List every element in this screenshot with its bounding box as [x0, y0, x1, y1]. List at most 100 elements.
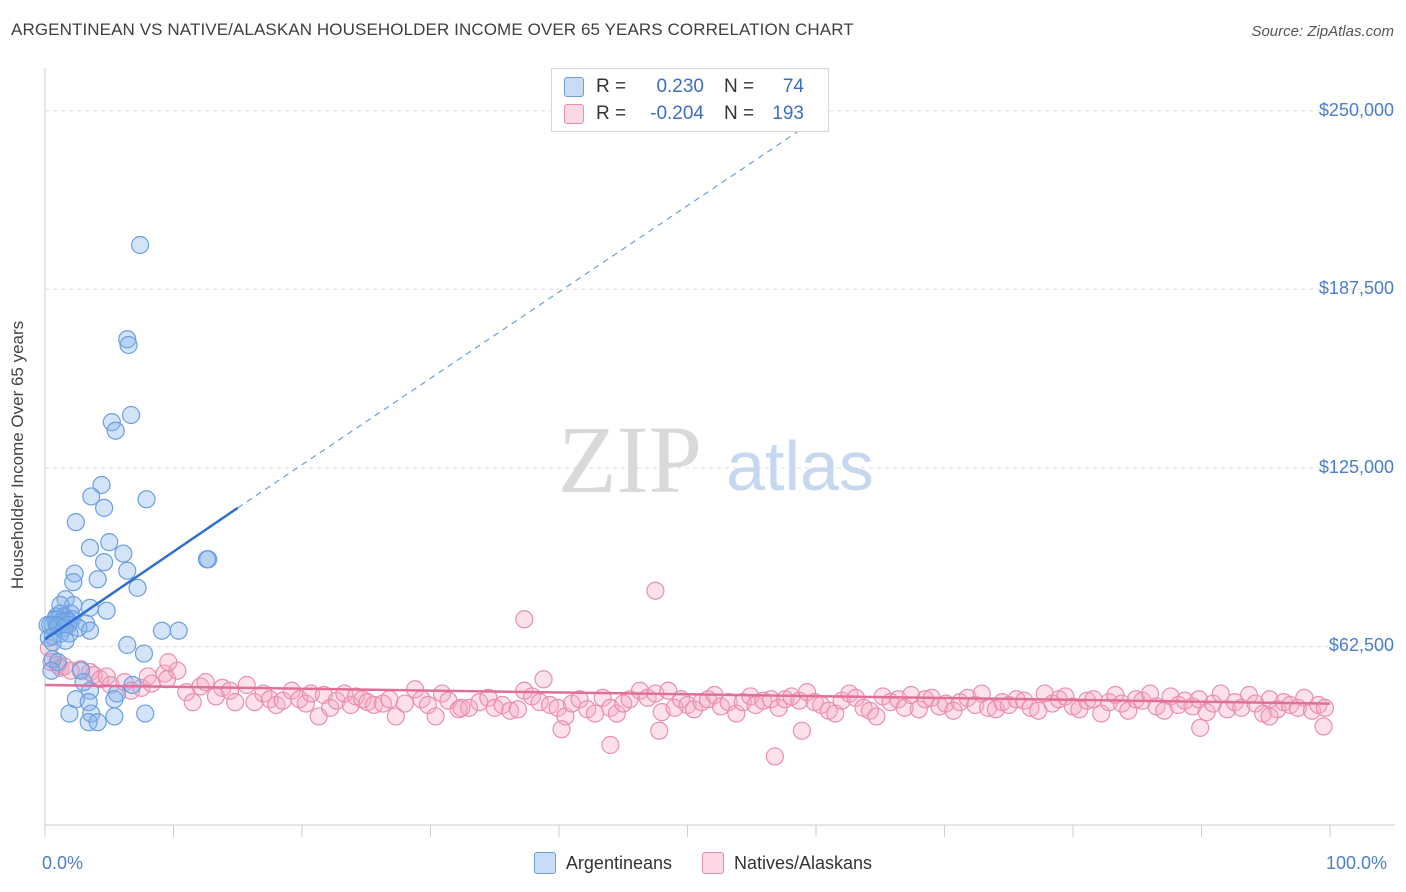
argentinean-point [137, 490, 156, 509]
native-point [501, 701, 520, 720]
r-value-pink: -0.204 [650, 103, 704, 124]
native-point [1314, 717, 1333, 736]
native-point [552, 720, 571, 739]
watermark-zip: ZIP [558, 406, 702, 513]
native-point [684, 700, 704, 719]
argentinean-point [114, 544, 133, 563]
argentinean-point [95, 553, 114, 572]
native-point [508, 700, 527, 719]
blue-swatch [564, 77, 584, 97]
argentinean-point [88, 570, 107, 589]
legend-swatch-pink [702, 852, 724, 874]
argentinean-point [128, 578, 147, 597]
stats-row-argentineans: R = 0.230 N = 74 [564, 74, 804, 100]
argentinean-point [88, 713, 107, 732]
y-tick-label: $62,500 [1328, 635, 1394, 656]
stats-row-natives: R = -0.204 N = 193 [564, 101, 804, 127]
argentinean-point [43, 633, 62, 652]
native-point [630, 681, 650, 700]
native-point [570, 690, 589, 709]
trend-lines [44, 110, 1331, 705]
argentinean-point [152, 621, 172, 640]
x-tick-max: 100.0% [1326, 853, 1388, 873]
argentinean-point [169, 621, 188, 640]
bottom-legend: Argentineans Natives/Alaskans [0, 852, 1406, 874]
argentinean-point [106, 421, 125, 440]
y-tick-label: $187,500 [1318, 278, 1394, 299]
r-label: R = [596, 76, 627, 97]
gridlines [45, 110, 1395, 647]
argentinean-point [66, 513, 85, 532]
native-point [452, 698, 471, 717]
native-point [327, 691, 346, 710]
argentinean-point [92, 475, 111, 495]
argentinean-point [71, 661, 91, 680]
argentinean-point [80, 621, 100, 640]
native-point [601, 735, 620, 755]
argentinean-point [130, 235, 150, 255]
native-point [534, 670, 553, 689]
native-point [459, 698, 479, 717]
native-point [607, 704, 626, 723]
n-value-blue: 74 [782, 76, 804, 97]
argentinean-point [136, 704, 155, 723]
native-point [792, 721, 811, 740]
argentinean-point [134, 644, 154, 663]
native-point [321, 698, 340, 717]
argentinean-point [100, 533, 119, 552]
r-label: R = [596, 103, 627, 124]
argentinean-point [80, 538, 100, 557]
native-point [386, 707, 405, 726]
argentineans-trend-line [44, 506, 239, 641]
argentinean-point [197, 550, 217, 569]
native-point [159, 653, 178, 672]
r-value-blue: 0.230 [656, 76, 704, 97]
argentinean-point [105, 690, 124, 709]
argentineans-points [38, 235, 218, 732]
native-point [296, 694, 315, 713]
native-point [395, 694, 414, 713]
x-tick-min: 0.0% [42, 853, 84, 873]
native-point [901, 685, 921, 705]
n-label: N = [724, 76, 755, 97]
native-point [380, 690, 399, 709]
native-point [237, 675, 256, 695]
argentinean-point [102, 413, 121, 432]
legend-item-natives: Natives/Alaskans [702, 852, 872, 874]
argentinean-point [42, 661, 61, 680]
source-label: Source: ZipAtlas.com [1251, 23, 1394, 40]
pink-swatch [564, 104, 584, 124]
argentinean-point [105, 707, 124, 726]
native-point [1015, 691, 1034, 710]
native-point [727, 704, 746, 723]
native-point [867, 707, 886, 726]
argentinean-point [118, 561, 137, 580]
native-point [650, 721, 669, 740]
y-axis-label: Householder Income Over 65 years [8, 320, 27, 590]
native-point [1260, 707, 1279, 726]
natives-trend-line [44, 683, 1331, 705]
native-point [765, 747, 784, 766]
native-point [183, 693, 202, 712]
native-point [909, 700, 928, 719]
n-value-pink: 193 [772, 103, 804, 124]
stats-legend: R = 0.230 N = 74 R = -0.204 N = 193 [551, 68, 829, 132]
native-point [585, 704, 605, 723]
legend-swatch-blue [533, 852, 556, 874]
native-point [432, 684, 452, 703]
y-tick-label: $125,000 [1318, 456, 1394, 477]
argentinean-point [82, 487, 101, 506]
legend-item-argentineans: Argentineans [533, 852, 672, 874]
argentinean-point [97, 601, 116, 620]
argentinean-point [79, 693, 98, 712]
argentinean-point [121, 405, 141, 425]
native-point [646, 581, 665, 600]
native-point [515, 610, 534, 629]
native-point [426, 707, 445, 726]
axes [44, 68, 1395, 837]
legend-label-blue: Argentineans [565, 852, 672, 873]
argentinean-point [118, 330, 137, 349]
native-point [1191, 718, 1210, 737]
native-point [1218, 700, 1237, 719]
